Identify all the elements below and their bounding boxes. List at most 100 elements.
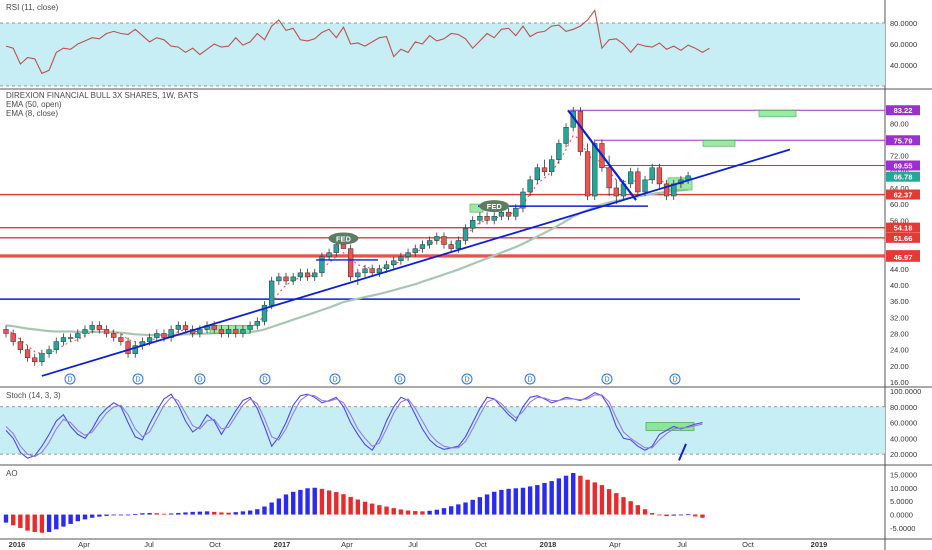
ao-bar: [650, 512, 655, 515]
candle: [269, 276, 275, 310]
ao-bar: [219, 512, 224, 515]
price-tag-label: 54.18: [894, 224, 913, 233]
ao-bar: [592, 482, 597, 515]
candle: [103, 325, 110, 338]
price-tag-label: 69.55: [894, 162, 913, 171]
candle-body: [563, 127, 569, 144]
candle: [484, 212, 490, 225]
candle-body: [103, 329, 110, 334]
candle: [426, 236, 433, 249]
ao-bar: [484, 494, 490, 515]
dividend-marker: [394, 373, 406, 385]
candle-body: [642, 179, 648, 193]
candle: [534, 163, 540, 184]
ao-bar: [61, 514, 66, 527]
ao-bar: [104, 514, 109, 516]
stoch-k-line: [5, 391, 703, 459]
x-axis-label: 2018: [540, 540, 557, 549]
candle-body: [233, 329, 239, 334]
candle-body: [347, 248, 354, 278]
candle-body: [541, 167, 548, 173]
candle-body: [312, 272, 318, 278]
candle-body: [276, 276, 282, 282]
candle: [154, 329, 160, 342]
fed-label: FED: [336, 234, 352, 243]
fed-label: FED: [487, 202, 503, 211]
candle-body: [448, 244, 454, 249]
price-axes: 80.000060.000040.000080.0076.0072.0068.0…: [9, 19, 922, 549]
candle-body: [606, 167, 612, 189]
candle: [592, 139, 598, 201]
candle: [132, 341, 138, 358]
candle-body: [419, 244, 426, 249]
candle: [3, 325, 9, 338]
candle: [297, 268, 304, 281]
candle-body: [96, 325, 102, 330]
ao-bar: [671, 514, 676, 516]
ao-bar: [470, 499, 475, 515]
ao-bar: [68, 514, 73, 524]
ao-pane[interactable]: [3, 473, 705, 533]
ascending-trendline: [41, 148, 791, 377]
dividend-label: D: [527, 377, 532, 384]
price-tag-label: 51.66: [894, 234, 913, 243]
candle: [312, 268, 318, 281]
ao-bar: [362, 501, 368, 515]
candle-body: [635, 171, 641, 193]
ao-tick-label: 10.0000: [890, 484, 917, 493]
candle-body: [269, 280, 275, 306]
rsi-pane[interactable]: [0, 9, 885, 87]
ao-bar: [420, 511, 425, 515]
candle: [53, 337, 59, 354]
candle-body: [505, 211, 512, 217]
x-axis-label: Oct: [475, 540, 488, 549]
x-axis-label: Jul: [677, 540, 687, 549]
candle-body: [197, 329, 203, 334]
dividend-label: D: [464, 377, 469, 384]
ao-bar: [520, 487, 526, 515]
candle-body: [240, 329, 246, 334]
dividend-label: D: [397, 377, 402, 384]
candle-body: [225, 329, 232, 334]
ao-bar: [599, 485, 605, 515]
candle-body: [32, 357, 38, 363]
dividend-label: D: [672, 377, 677, 384]
price-tick-label: 28.00: [890, 329, 909, 338]
ao-bar: [18, 514, 23, 528]
ao-bar: [499, 489, 504, 515]
ao-bar: [341, 494, 346, 515]
dividend-marker: [669, 373, 681, 385]
candle-body: [111, 333, 117, 338]
candle: [319, 252, 325, 277]
candle: [39, 349, 45, 366]
rsi-tick-label: 80.0000: [890, 19, 917, 28]
stoch-band: [0, 406, 885, 455]
ao-bar: [298, 489, 303, 515]
candle: [606, 155, 612, 197]
candle: [556, 139, 562, 164]
ao-bar: [434, 509, 439, 515]
ao-bar: [578, 475, 583, 515]
stoch-pane[interactable]: [0, 391, 885, 461]
dividend-label: D: [67, 377, 72, 384]
ao-bar: [448, 506, 454, 515]
ao-bar: [283, 494, 289, 515]
ao-bar: [542, 482, 547, 515]
ao-bar: [125, 514, 131, 516]
candle-body: [455, 240, 461, 249]
ao-tick-label: -5.0000: [890, 524, 915, 533]
price-tick-label: 80.00: [890, 119, 909, 128]
ao-bar: [276, 498, 282, 515]
candle: [304, 268, 311, 281]
candle-body: [67, 337, 74, 339]
ao-bar: [312, 487, 317, 515]
candle: [204, 321, 210, 334]
price-pane[interactable]: FED FED D D D D D D D D D D: [0, 107, 885, 385]
candle: [649, 163, 655, 184]
candle: [347, 244, 354, 281]
candle: [233, 325, 239, 338]
candle: [89, 321, 95, 334]
ao-bar: [319, 488, 325, 515]
candle: [563, 123, 569, 148]
